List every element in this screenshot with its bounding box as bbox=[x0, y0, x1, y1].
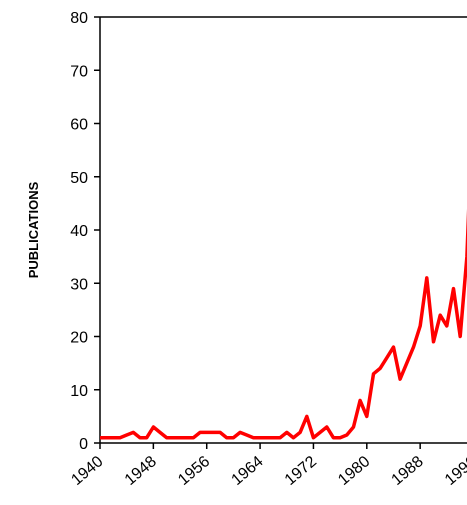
y-axis-label: PUBLICATIONS bbox=[26, 181, 41, 278]
x-tick-label: 1940 bbox=[68, 453, 106, 489]
x-tick-label: 1980 bbox=[335, 453, 373, 489]
x-tick-label: 1996 bbox=[442, 453, 467, 489]
y-tick-label: 20 bbox=[70, 330, 88, 347]
y-ticks: 0 10 20 30 40 50 60 70 80 bbox=[70, 10, 100, 453]
y-tick-label: 10 bbox=[70, 383, 88, 400]
y-tick-label: 50 bbox=[70, 170, 88, 187]
x-tick-label: 1956 bbox=[175, 453, 213, 489]
publications-series-line bbox=[100, 208, 467, 440]
y-tick-label: 60 bbox=[70, 117, 88, 134]
y-tick-label: 40 bbox=[70, 223, 88, 240]
y-tick-label: 70 bbox=[70, 63, 88, 80]
y-tick-label: 30 bbox=[70, 276, 88, 293]
y-tick-label: 80 bbox=[70, 10, 88, 27]
x-ticks: 194019481956196419721980198819962004 bbox=[68, 443, 467, 489]
x-tick-label: 1964 bbox=[228, 453, 266, 489]
x-tick-label: 1988 bbox=[389, 453, 427, 489]
y-tick-label: 0 bbox=[79, 436, 88, 453]
x-tick-label: 1948 bbox=[122, 453, 160, 489]
x-tick-label: 1972 bbox=[282, 453, 320, 489]
